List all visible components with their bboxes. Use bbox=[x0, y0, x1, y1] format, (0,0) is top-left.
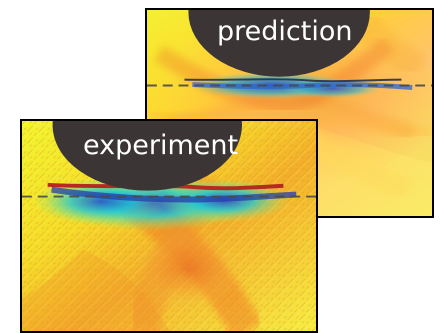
experiment-label: experiment bbox=[83, 130, 239, 161]
prediction-label: prediction bbox=[217, 16, 353, 47]
experiment-panel: experiment bbox=[20, 119, 318, 333]
experiment-field-image bbox=[22, 121, 316, 331]
